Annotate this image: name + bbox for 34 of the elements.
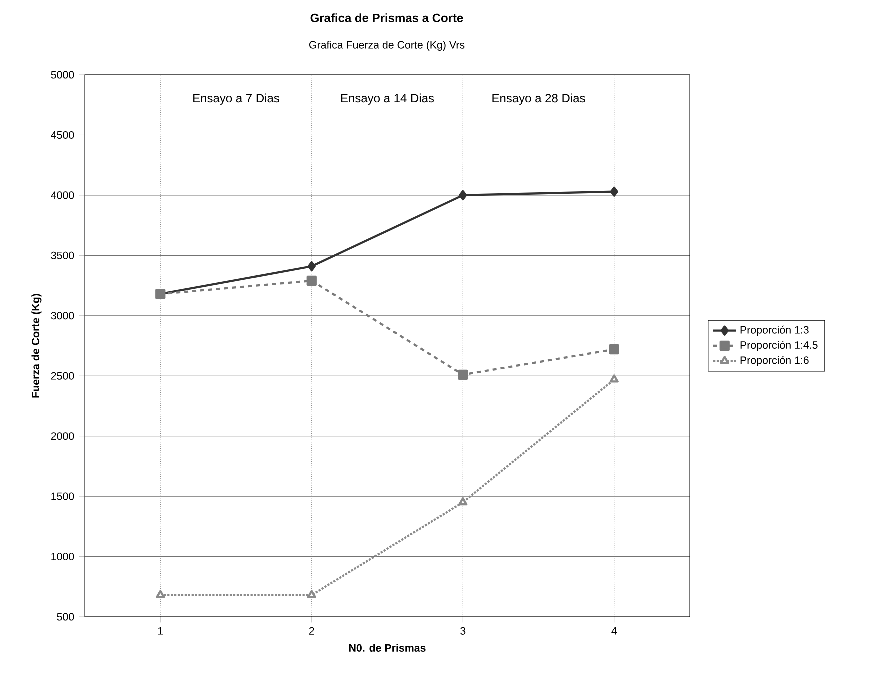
x-tick-label: 3 — [460, 627, 466, 635]
legend-label: Proporción 1:3 — [740, 326, 809, 336]
y-tick-label: 1000 — [52, 553, 74, 561]
legend-label: Proporción 1:4.5 — [740, 341, 818, 352]
y-tick-label: 4500 — [51, 131, 74, 140]
legend-label: Proporción 1:6 — [740, 356, 809, 366]
x-tick-label: 4 — [612, 627, 618, 635]
y-tick-label: 5000 — [51, 71, 74, 79]
y-tick-label: 3000 — [51, 312, 74, 320]
point — [308, 261, 316, 272]
annotation: Ensayo a 14 Dias — [341, 94, 434, 105]
y-tick-label: 4000 — [51, 192, 74, 200]
x-axis-title: N0. de Prismas — [349, 644, 426, 652]
x-tick-label: 1 — [158, 627, 164, 635]
point — [609, 344, 620, 355]
x-tick-label: 2 — [309, 627, 314, 635]
annotation: Ensayo a 28 Dias — [492, 94, 586, 105]
point — [610, 374, 619, 383]
point — [306, 276, 317, 286]
y-tick-label: 2000 — [51, 432, 74, 440]
point — [458, 370, 468, 380]
annotation: Ensayo a 7 Dias — [194, 94, 280, 105]
point — [458, 498, 468, 506]
chart-subtitle: Grafica Fuerza de Corte (Kg) Vrs — [310, 41, 465, 51]
y-tick-label: 2500 — [51, 372, 74, 380]
y-tick-label: 1500 — [52, 492, 74, 500]
chart-title: Grafica de Prismas a Corte — [310, 14, 464, 22]
y-tick-label: 3500 — [51, 252, 74, 260]
y-tick-label: 500 — [57, 613, 74, 621]
point — [610, 186, 618, 197]
point — [307, 590, 316, 598]
point — [459, 190, 468, 201]
point — [156, 590, 166, 598]
y-axis-title: Fuerza de Corte (Kg) — [32, 294, 42, 398]
